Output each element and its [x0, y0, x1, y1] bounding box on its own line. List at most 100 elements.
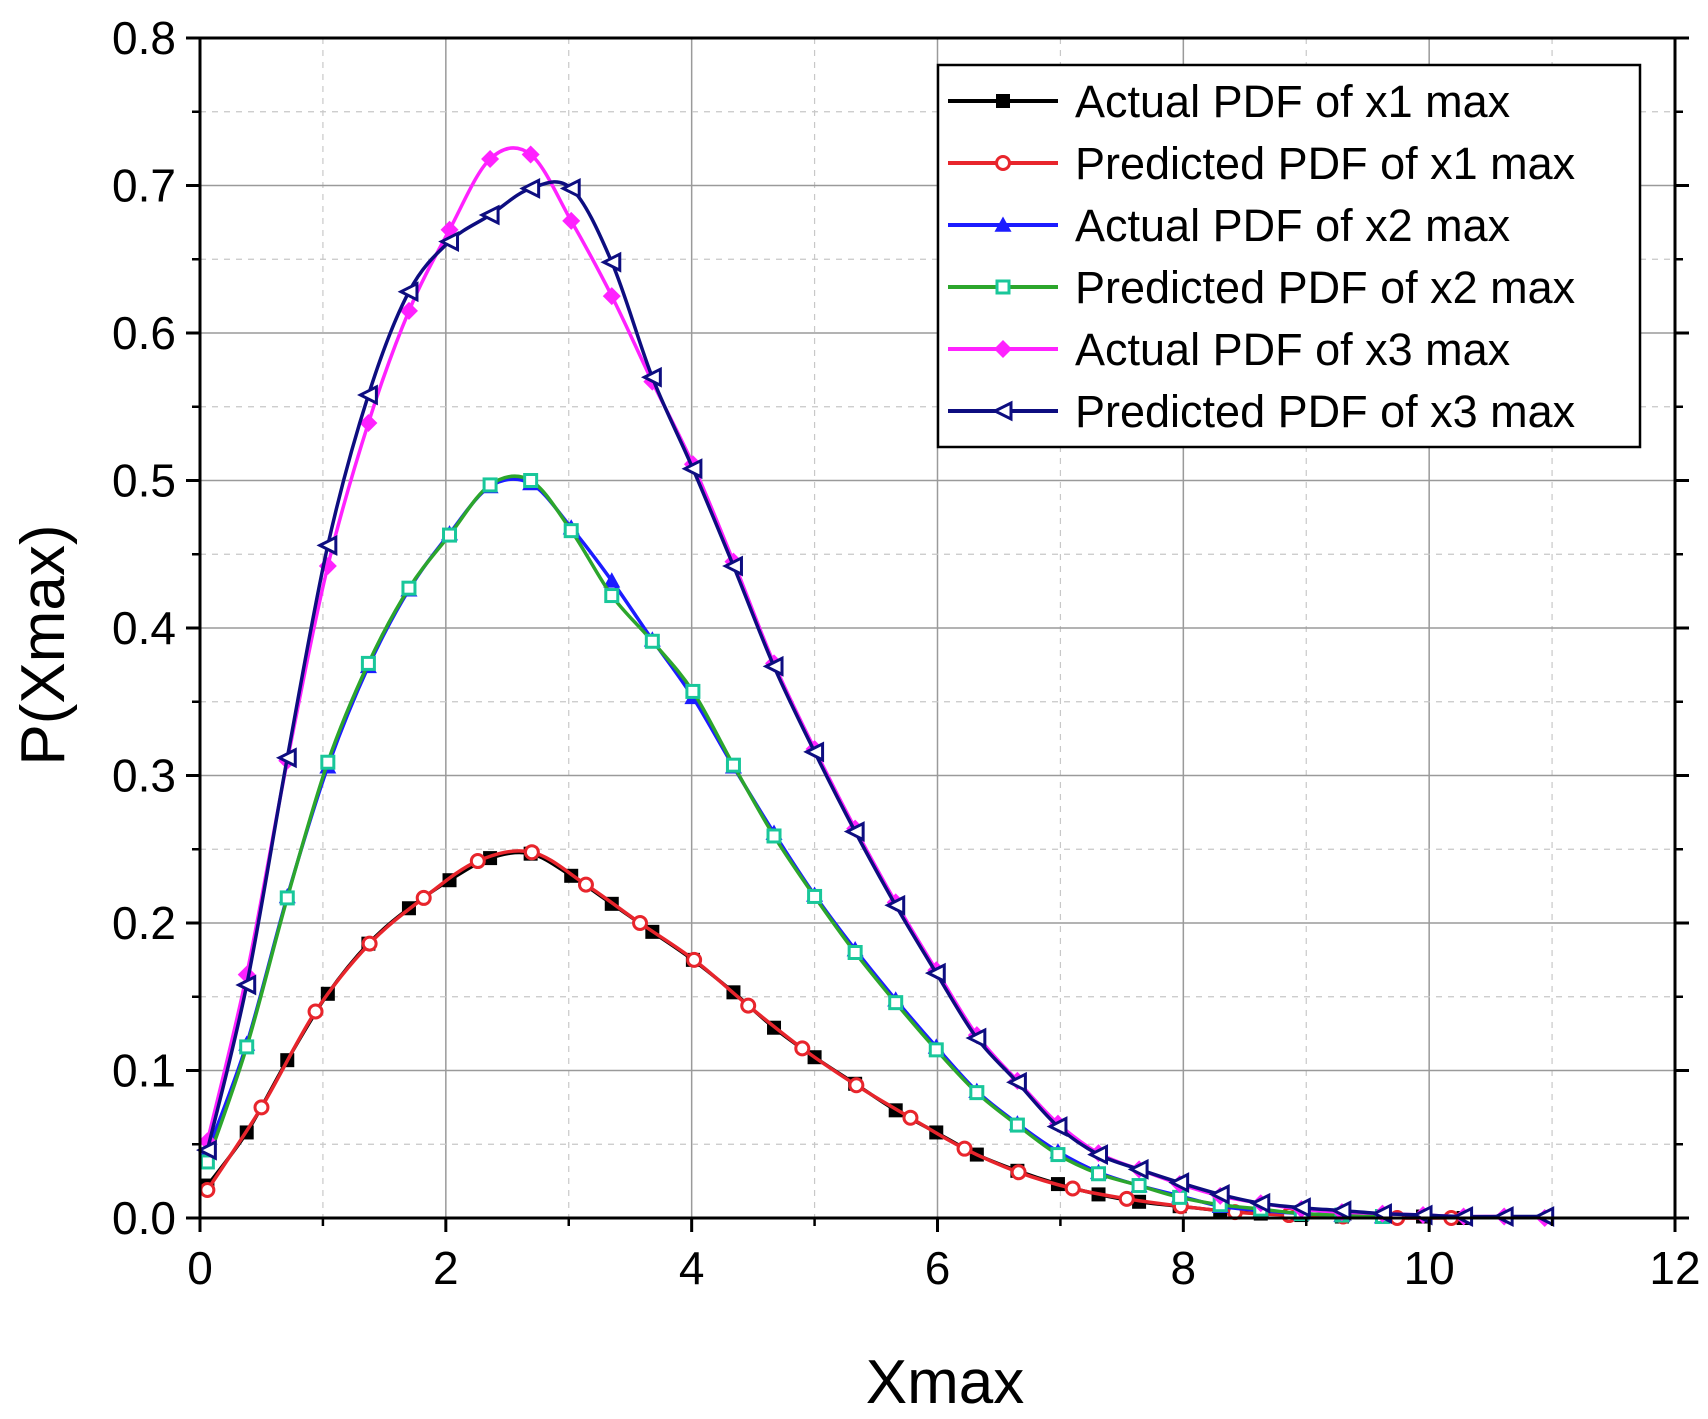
- series-2: [199, 844, 1460, 1226]
- data-point: [848, 1077, 865, 1094]
- data-point: [924, 962, 946, 984]
- data-point: [357, 384, 378, 406]
- data-point: [253, 1099, 270, 1116]
- series-line: [205, 849, 1452, 1220]
- data-point: [1131, 1178, 1147, 1194]
- y-tick-label: 0.2: [112, 897, 176, 949]
- series-6: [196, 178, 1555, 1227]
- y-tick-label: 0.0: [112, 1192, 176, 1244]
- data-point: [632, 915, 649, 931]
- data-point: [1050, 1147, 1066, 1163]
- data-point: [359, 413, 378, 432]
- data-point: [686, 951, 703, 968]
- data-point: [1087, 1144, 1109, 1166]
- series-4: [199, 473, 1390, 1225]
- data-point: [722, 555, 743, 577]
- data-point: [604, 588, 620, 604]
- data-point: [577, 876, 594, 893]
- data-point: [884, 894, 906, 916]
- y-tick-label: 0.6: [112, 307, 176, 359]
- legend-item: Predicted PDF of x2 max: [948, 262, 1576, 313]
- data-point: [481, 149, 500, 168]
- series-line: [205, 180, 1545, 1219]
- legend-item: Predicted PDF of x1 max: [948, 138, 1576, 189]
- legend-label: Predicted PDF of x1 max: [1075, 138, 1576, 189]
- data-point: [361, 935, 378, 952]
- y-tick-label: 0.5: [112, 455, 176, 507]
- series-line: [205, 474, 1383, 1219]
- y-tick-label: 0.1: [112, 1045, 176, 1097]
- data-point: [807, 888, 823, 904]
- data-point: [762, 655, 784, 677]
- data-point: [928, 1042, 944, 1058]
- data-point: [1064, 1180, 1081, 1197]
- data-point: [847, 945, 863, 960]
- y-tick-label: 0.4: [112, 602, 176, 654]
- data-point: [1118, 1190, 1135, 1207]
- legend-label: Predicted PDF of x2 max: [1075, 262, 1576, 313]
- data-point: [603, 572, 621, 588]
- y-tick-label: 0.3: [112, 750, 176, 802]
- data-point: [235, 974, 257, 996]
- y-tick-label: 0.8: [112, 12, 176, 64]
- data-point: [360, 655, 376, 671]
- legend-label: Actual PDF of x1 max: [1075, 76, 1511, 127]
- data-point: [600, 251, 622, 273]
- data-point: [1249, 1192, 1271, 1214]
- data-point: [1330, 1200, 1352, 1222]
- legend-marker: [995, 155, 1011, 171]
- data-point: [397, 281, 419, 303]
- data-point: [843, 821, 865, 842]
- legend-marker: [991, 400, 1013, 422]
- data-point: [275, 747, 297, 769]
- data-point: [956, 1140, 973, 1157]
- data-point: [199, 1181, 216, 1198]
- data-point: [307, 1003, 324, 1020]
- series-line: [205, 477, 1383, 1219]
- x-tick-label: 0: [187, 1242, 213, 1294]
- data-point: [1168, 1172, 1190, 1194]
- data-point: [1006, 1071, 1027, 1093]
- legend-label: Actual PDF of x3 max: [1075, 324, 1511, 375]
- legend-marker: [995, 279, 1011, 295]
- x-tick-label: 6: [925, 1242, 951, 1294]
- data-point: [969, 1085, 985, 1101]
- legend-item: Actual PDF of x3 max: [948, 324, 1511, 375]
- data-point: [685, 683, 701, 699]
- y-tick-label: 0.7: [112, 160, 176, 212]
- data-point: [519, 178, 541, 199]
- x-tick-label: 8: [1171, 1242, 1197, 1294]
- data-point: [740, 997, 757, 1014]
- legend-item: Predicted PDF of x3 max: [948, 386, 1576, 437]
- data-point: [559, 178, 581, 199]
- data-point: [1091, 1166, 1107, 1182]
- data-point: [415, 889, 432, 906]
- legend-item: Actual PDF of x2 max: [948, 200, 1511, 251]
- data-point: [316, 534, 338, 556]
- data-point: [442, 527, 458, 543]
- data-point: [803, 741, 825, 763]
- y-axis-title: P(Xmax): [9, 524, 78, 765]
- x-tick-label: 12: [1649, 1242, 1700, 1294]
- data-point: [1208, 1183, 1230, 1205]
- x-axis-title: Xmax: [866, 1348, 1024, 1417]
- data-point: [888, 995, 904, 1011]
- data-point: [1172, 1189, 1188, 1205]
- data-point: [478, 204, 500, 226]
- data-point: [320, 754, 336, 770]
- data-point: [523, 473, 539, 488]
- data-point: [725, 757, 741, 773]
- data-point: [438, 231, 460, 252]
- tick-layer: 0 2 4 6 8 10 12 0.0 0.1 0.2 0.3 0.4 0.5 0.6 0.7 0.8: [112, 12, 1701, 1294]
- data-point: [563, 523, 579, 539]
- data-point: [469, 853, 486, 870]
- legend-label: Predicted PDF of x3 max: [1075, 386, 1576, 437]
- legend-label: Actual PDF of x2 max: [1075, 200, 1511, 251]
- data-point: [196, 1139, 217, 1161]
- data-point: [1289, 1197, 1311, 1219]
- legend: Actual PDF of x1 max Predicted PDF of x1 …: [936, 63, 1642, 449]
- legend-item: Actual PDF of x1 max: [948, 76, 1511, 127]
- data-point: [681, 458, 703, 480]
- x-tick-label: 2: [433, 1242, 459, 1294]
